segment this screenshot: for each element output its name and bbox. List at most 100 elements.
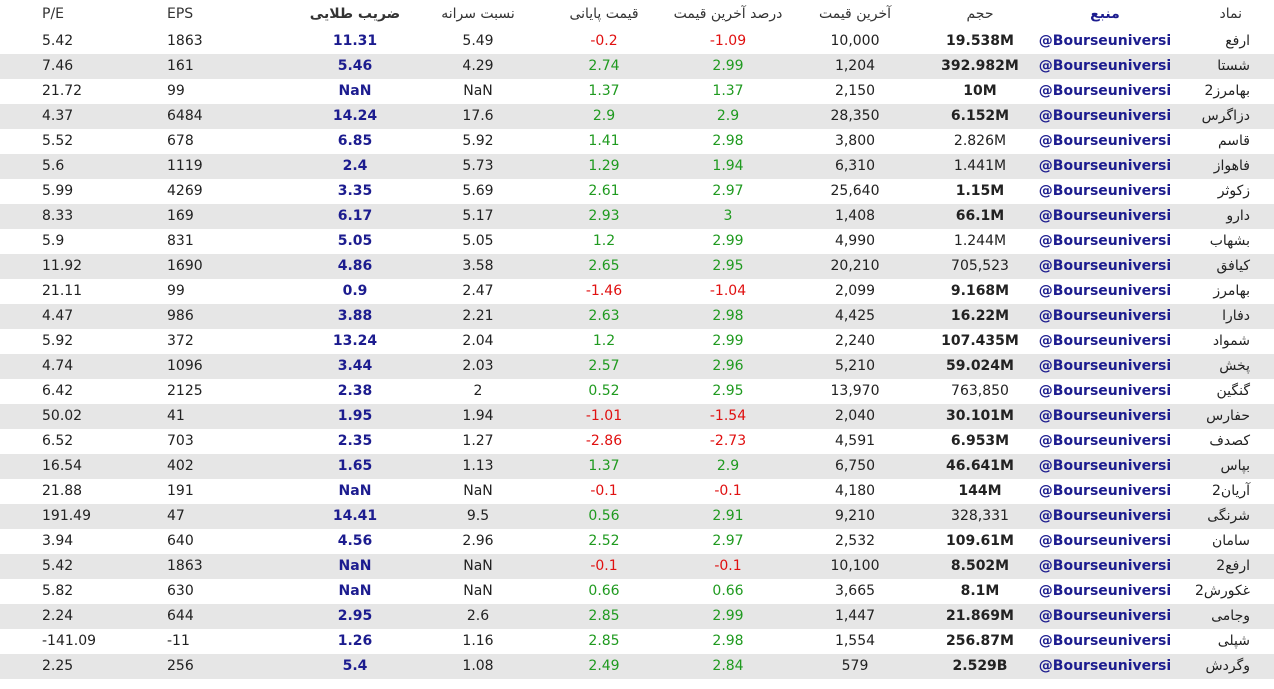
row-stripe [0,504,1274,529]
cell: قاسم [1217,133,1250,149]
cell: 2.91 [712,508,744,524]
cell: 705,523 [951,258,1009,274]
cell: گنگین [1216,383,1250,399]
cell: 9,210 [834,508,876,524]
cell: 678 [167,133,194,149]
row-stripe [0,104,1274,129]
cell: 50.02 [42,408,83,424]
cell: 3,800 [834,133,876,149]
cell: 2.826M [953,133,1007,149]
cell: 2.03 [462,358,494,374]
cell: 2.6 [466,608,490,624]
cell: وگردش [1205,658,1250,674]
cell: 3.44 [337,358,373,374]
cell: بهامرز2 [1204,83,1250,99]
cell: 66.1M [955,208,1005,224]
cell: @Bourseuniversi [1038,508,1172,524]
cell: 2.99 [712,333,744,349]
cell: 1.13 [462,458,494,474]
row-stripe [0,304,1274,329]
cell: @Bourseuniversi [1038,633,1172,649]
cell: ارفع2 [1216,558,1250,574]
cell: -0.1 [590,483,618,499]
cell: 579 [841,658,869,674]
cell: زکوثر [1217,183,1250,199]
cell: 703 [167,433,194,449]
cell: 2.52 [588,533,620,549]
cell: 9.5 [466,508,490,524]
cell: @Bourseuniversi [1038,208,1172,224]
cell: NaN [338,83,372,99]
cell: 2125 [167,383,203,399]
cell: 1.26 [337,633,373,649]
header-cell: منبع [1090,6,1120,22]
cell: 3 [723,208,733,224]
cell: 2.9 [716,458,740,474]
cell: 1863 [167,33,203,49]
cell: 372 [167,333,194,349]
cell: 13,970 [830,383,880,399]
cell: 20,210 [830,258,880,274]
cell: 2.49 [588,658,620,674]
row-stripe [0,354,1274,379]
cell: 2.96 [462,533,494,549]
cell: 3.94 [42,533,74,549]
cell: 9.168M [950,283,1010,299]
cell: بپاس [1220,458,1250,474]
cell: غکورش2 [1194,583,1250,599]
cell: @Bourseuniversi [1038,383,1172,399]
cell: 6.953M [950,433,1010,449]
cell: @Bourseuniversi [1038,608,1172,624]
cell: @Bourseuniversi [1038,258,1172,274]
cell: کیافق [1216,258,1250,274]
cell: 2.98 [712,308,744,324]
cell: 3.58 [462,258,494,274]
cell: 5.73 [462,158,494,174]
cell: 1690 [167,258,203,274]
cell: NaN [338,583,372,599]
cell: 109.61M [946,533,1014,549]
row-stripe [0,204,1274,229]
cell: @Bourseuniversi [1038,33,1172,49]
cell: 2.99 [712,58,744,74]
cell: 4269 [167,183,203,199]
cell: حفارس [1206,408,1250,424]
cell: 1,447 [834,608,876,624]
cell: @Bourseuniversi [1038,483,1172,499]
cell: 11.31 [332,33,378,49]
cell: 1,204 [834,58,876,74]
cell: 2.74 [588,58,620,74]
header-cell: قیمت پایانی [569,6,639,22]
cell: @Bourseuniversi [1038,233,1172,249]
cell: 0.52 [588,383,620,399]
header-cell: EPS [167,6,194,22]
cell: 2.38 [337,383,373,399]
cell: @Bourseuniversi [1038,83,1172,99]
cell: 6.152M [950,108,1010,124]
cell: 99 [167,283,185,299]
cell: 4.37 [42,108,74,124]
cell: 6,310 [834,158,876,174]
cell: 2.4 [342,158,368,174]
cell: 5.6 [42,158,65,174]
cell: آریان2 [1211,483,1250,499]
cell: بهامرز [1213,283,1250,299]
cell: 2.95 [712,383,744,399]
cell: شپلی [1217,633,1250,649]
cell: 256 [167,658,194,674]
cell: -141.09 [42,633,97,649]
cell: -0.1 [714,483,742,499]
cell: 2.99 [712,608,744,624]
cell: -1.09 [709,33,747,49]
cell: @Bourseuniversi [1038,183,1172,199]
cell: شمواد [1212,333,1250,349]
cell: 1.94 [462,408,494,424]
cell: 2,532 [834,533,876,549]
header-cell: P/E [42,6,65,22]
cell: 41 [167,408,185,424]
cell: 2.97 [712,183,744,199]
cell: 1.95 [337,408,373,424]
row-stripe [0,604,1274,629]
cell: 1096 [167,358,203,374]
